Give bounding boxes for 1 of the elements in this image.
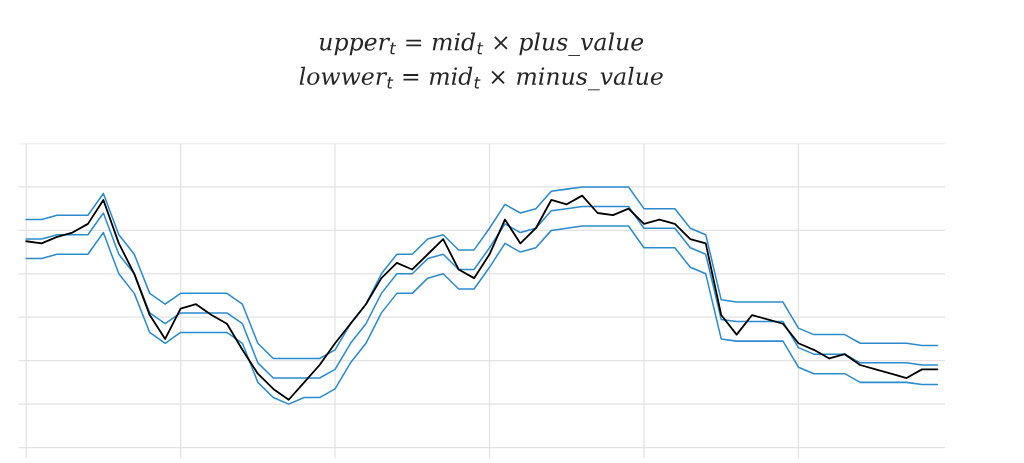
chart-title: upper$_{t}$ = mid$_{t}$ × plus_value lowwer$_{t}$ = mid$_{t}$ × minus_value: [299, 32, 663, 91]
